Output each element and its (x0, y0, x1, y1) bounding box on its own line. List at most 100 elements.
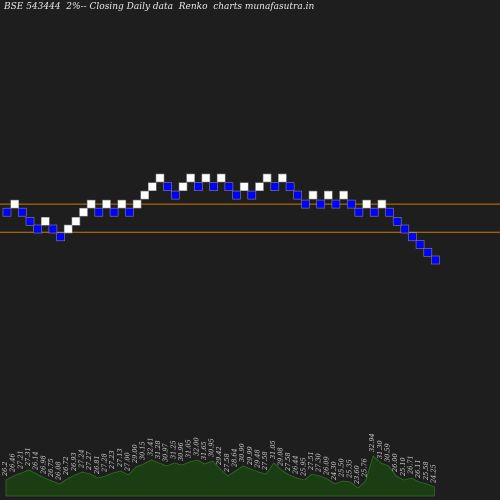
volume-label: 27.31 (24, 447, 32, 467)
volume-label: 25.10 (399, 457, 407, 477)
volume-label: 26.2 (1, 462, 9, 477)
up-brick (239, 182, 249, 191)
down-brick (125, 207, 134, 217)
down-brick (408, 232, 417, 242)
volume-label: 27.00 (123, 452, 131, 472)
down-brick (48, 224, 58, 234)
volume-label: 31.05 (269, 440, 277, 459)
volume-label: 27.30 (315, 453, 323, 473)
volume-label: 26.00 (391, 453, 399, 473)
volume-label: 26.93 (70, 452, 78, 472)
up-brick (132, 199, 142, 209)
volume-label: 25.50 (338, 458, 346, 478)
volume-label: 26.98 (39, 455, 47, 475)
volume-label: 25.95 (299, 457, 307, 477)
down-brick (415, 240, 425, 249)
up-brick (377, 199, 387, 209)
up-brick (71, 217, 81, 226)
volume-label: 31.25 (169, 440, 177, 459)
volume-label: 29.42 (215, 446, 223, 466)
up-brick (255, 182, 264, 191)
volume-label: 27.58 (223, 453, 231, 473)
up-brick (86, 199, 96, 209)
down-brick (224, 182, 234, 191)
up-brick (102, 199, 111, 209)
volume-label: 31.28 (154, 440, 162, 459)
volume-label: 26.71 (407, 455, 415, 475)
volume-label: 27.27 (85, 451, 93, 471)
volume-label: 31.65 (200, 441, 208, 460)
up-brick (178, 182, 188, 191)
down-brick (400, 224, 410, 234)
volume-area-fill (5, 455, 435, 497)
down-brick (392, 217, 402, 226)
up-brick (339, 190, 348, 200)
down-brick (285, 182, 295, 191)
volume-label: 27.21 (16, 450, 24, 470)
volume-label: 28.64 (231, 448, 239, 468)
up-brick (323, 190, 333, 200)
volume-label: 31.30 (376, 440, 384, 459)
volume-label: 23.60 (353, 465, 361, 485)
down-brick (25, 217, 35, 226)
down-brick (17, 207, 27, 217)
up-brick (148, 182, 157, 191)
volume-label: 29.00 (131, 444, 139, 464)
volume-label: 30.96 (177, 442, 185, 461)
volume-label: 27.28 (101, 453, 109, 473)
down-brick (109, 207, 119, 217)
volume-label: 27.58 (284, 452, 292, 472)
down-brick (301, 199, 310, 209)
down-brick (316, 199, 326, 209)
volume-label: 26.11 (414, 459, 422, 479)
down-brick (194, 182, 203, 191)
volume-label: 25.76 (361, 458, 369, 478)
down-brick (293, 190, 303, 200)
volume-label: 30.95 (208, 438, 216, 457)
volume-label: 27.51 (307, 451, 315, 471)
down-brick (270, 182, 280, 191)
down-brick (2, 207, 12, 217)
down-brick (33, 224, 42, 234)
volume-label: 25.58 (422, 461, 430, 481)
up-brick (201, 173, 211, 183)
volume-label: 32.41 (146, 437, 154, 456)
down-brick (247, 190, 257, 200)
volume-label: 26.81 (93, 455, 101, 475)
volume-label: 26.75 (47, 458, 55, 478)
up-brick (308, 190, 318, 200)
volume-label: 31.05 (185, 439, 193, 458)
up-brick (278, 173, 287, 183)
volume-label: 24.30 (330, 461, 338, 481)
down-brick (163, 182, 172, 191)
volume-label: 30.97 (162, 443, 170, 462)
volume-label: 27.58 (261, 451, 269, 471)
volume-label: 30.90 (238, 443, 246, 462)
down-brick (423, 248, 433, 257)
down-brick (209, 182, 218, 191)
down-brick (171, 190, 180, 200)
down-brick (232, 190, 241, 200)
volume-label: 32.94 (368, 433, 376, 452)
up-brick (79, 207, 88, 217)
up-brick (63, 224, 73, 234)
volume-label: 24.25 (429, 464, 437, 484)
down-brick (431, 255, 440, 265)
volume-label: 29.48 (254, 449, 262, 469)
volume-label: 25.35 (345, 459, 353, 479)
volume-label: 29.99 (246, 446, 254, 466)
chart-title: BSE 543444 2%-- Closing Daily data Renko… (4, 2, 315, 12)
volume-label: 26.14 (32, 451, 40, 471)
down-brick (385, 207, 394, 217)
down-brick (346, 199, 356, 209)
down-brick (56, 232, 65, 242)
volume-labels: 26.2 26.46 27.21 27.31 26.14 26.98 26.75 26.08 2… (1, 433, 437, 485)
volume-area (5, 455, 435, 497)
up-brick (140, 190, 149, 200)
down-brick (331, 199, 341, 209)
up-brick (40, 217, 50, 226)
up-brick (362, 199, 371, 209)
volume-label: 26.08 (55, 461, 63, 481)
down-brick (94, 207, 104, 217)
